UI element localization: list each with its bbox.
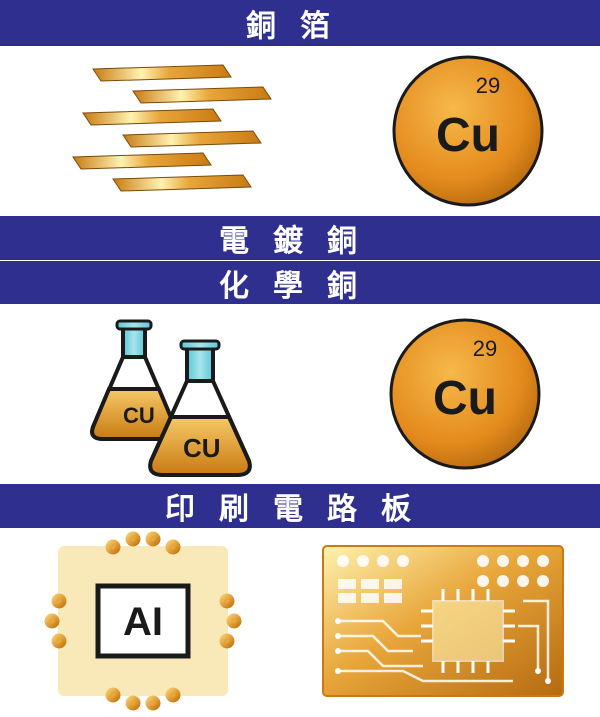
header-electroplated-copper: 電鍍銅 [0, 216, 600, 260]
flask-label-1: CU [123, 403, 155, 428]
copper-element-icon-2: 29 Cu [385, 314, 545, 474]
header-text-3: 化學銅 [219, 261, 381, 305]
section-pcb: AI [0, 528, 600, 713]
copper-foil-icon [53, 51, 283, 211]
header-chemical-copper: 化學銅 [0, 260, 600, 304]
flasks-icon: CU CU [55, 309, 275, 479]
header-text-2: 電鍍銅 [219, 216, 381, 260]
pcb-board-icon [313, 531, 573, 711]
section-chemical-copper: CU CU 29 Cu [0, 304, 600, 484]
ai-chip-icon: AI [28, 531, 258, 711]
element-symbol-1: Cu [436, 109, 500, 162]
header-text-4: 印刷電路板 [165, 484, 435, 528]
section-copper-foil: 29 Cu [0, 46, 600, 216]
copper-element-icon-1: 29 Cu [388, 51, 548, 211]
atomic-number-2: 29 [473, 336, 497, 361]
flask-label-2: CU [183, 433, 221, 463]
header-text-1: 銅箔 [246, 1, 354, 45]
atomic-number-1: 29 [475, 73, 499, 98]
ai-chip-label: AI [123, 600, 163, 644]
header-copper-foil: 銅箔 [0, 0, 600, 46]
header-pcb: 印刷電路板 [0, 484, 600, 528]
element-symbol-2: Cu [433, 372, 497, 425]
